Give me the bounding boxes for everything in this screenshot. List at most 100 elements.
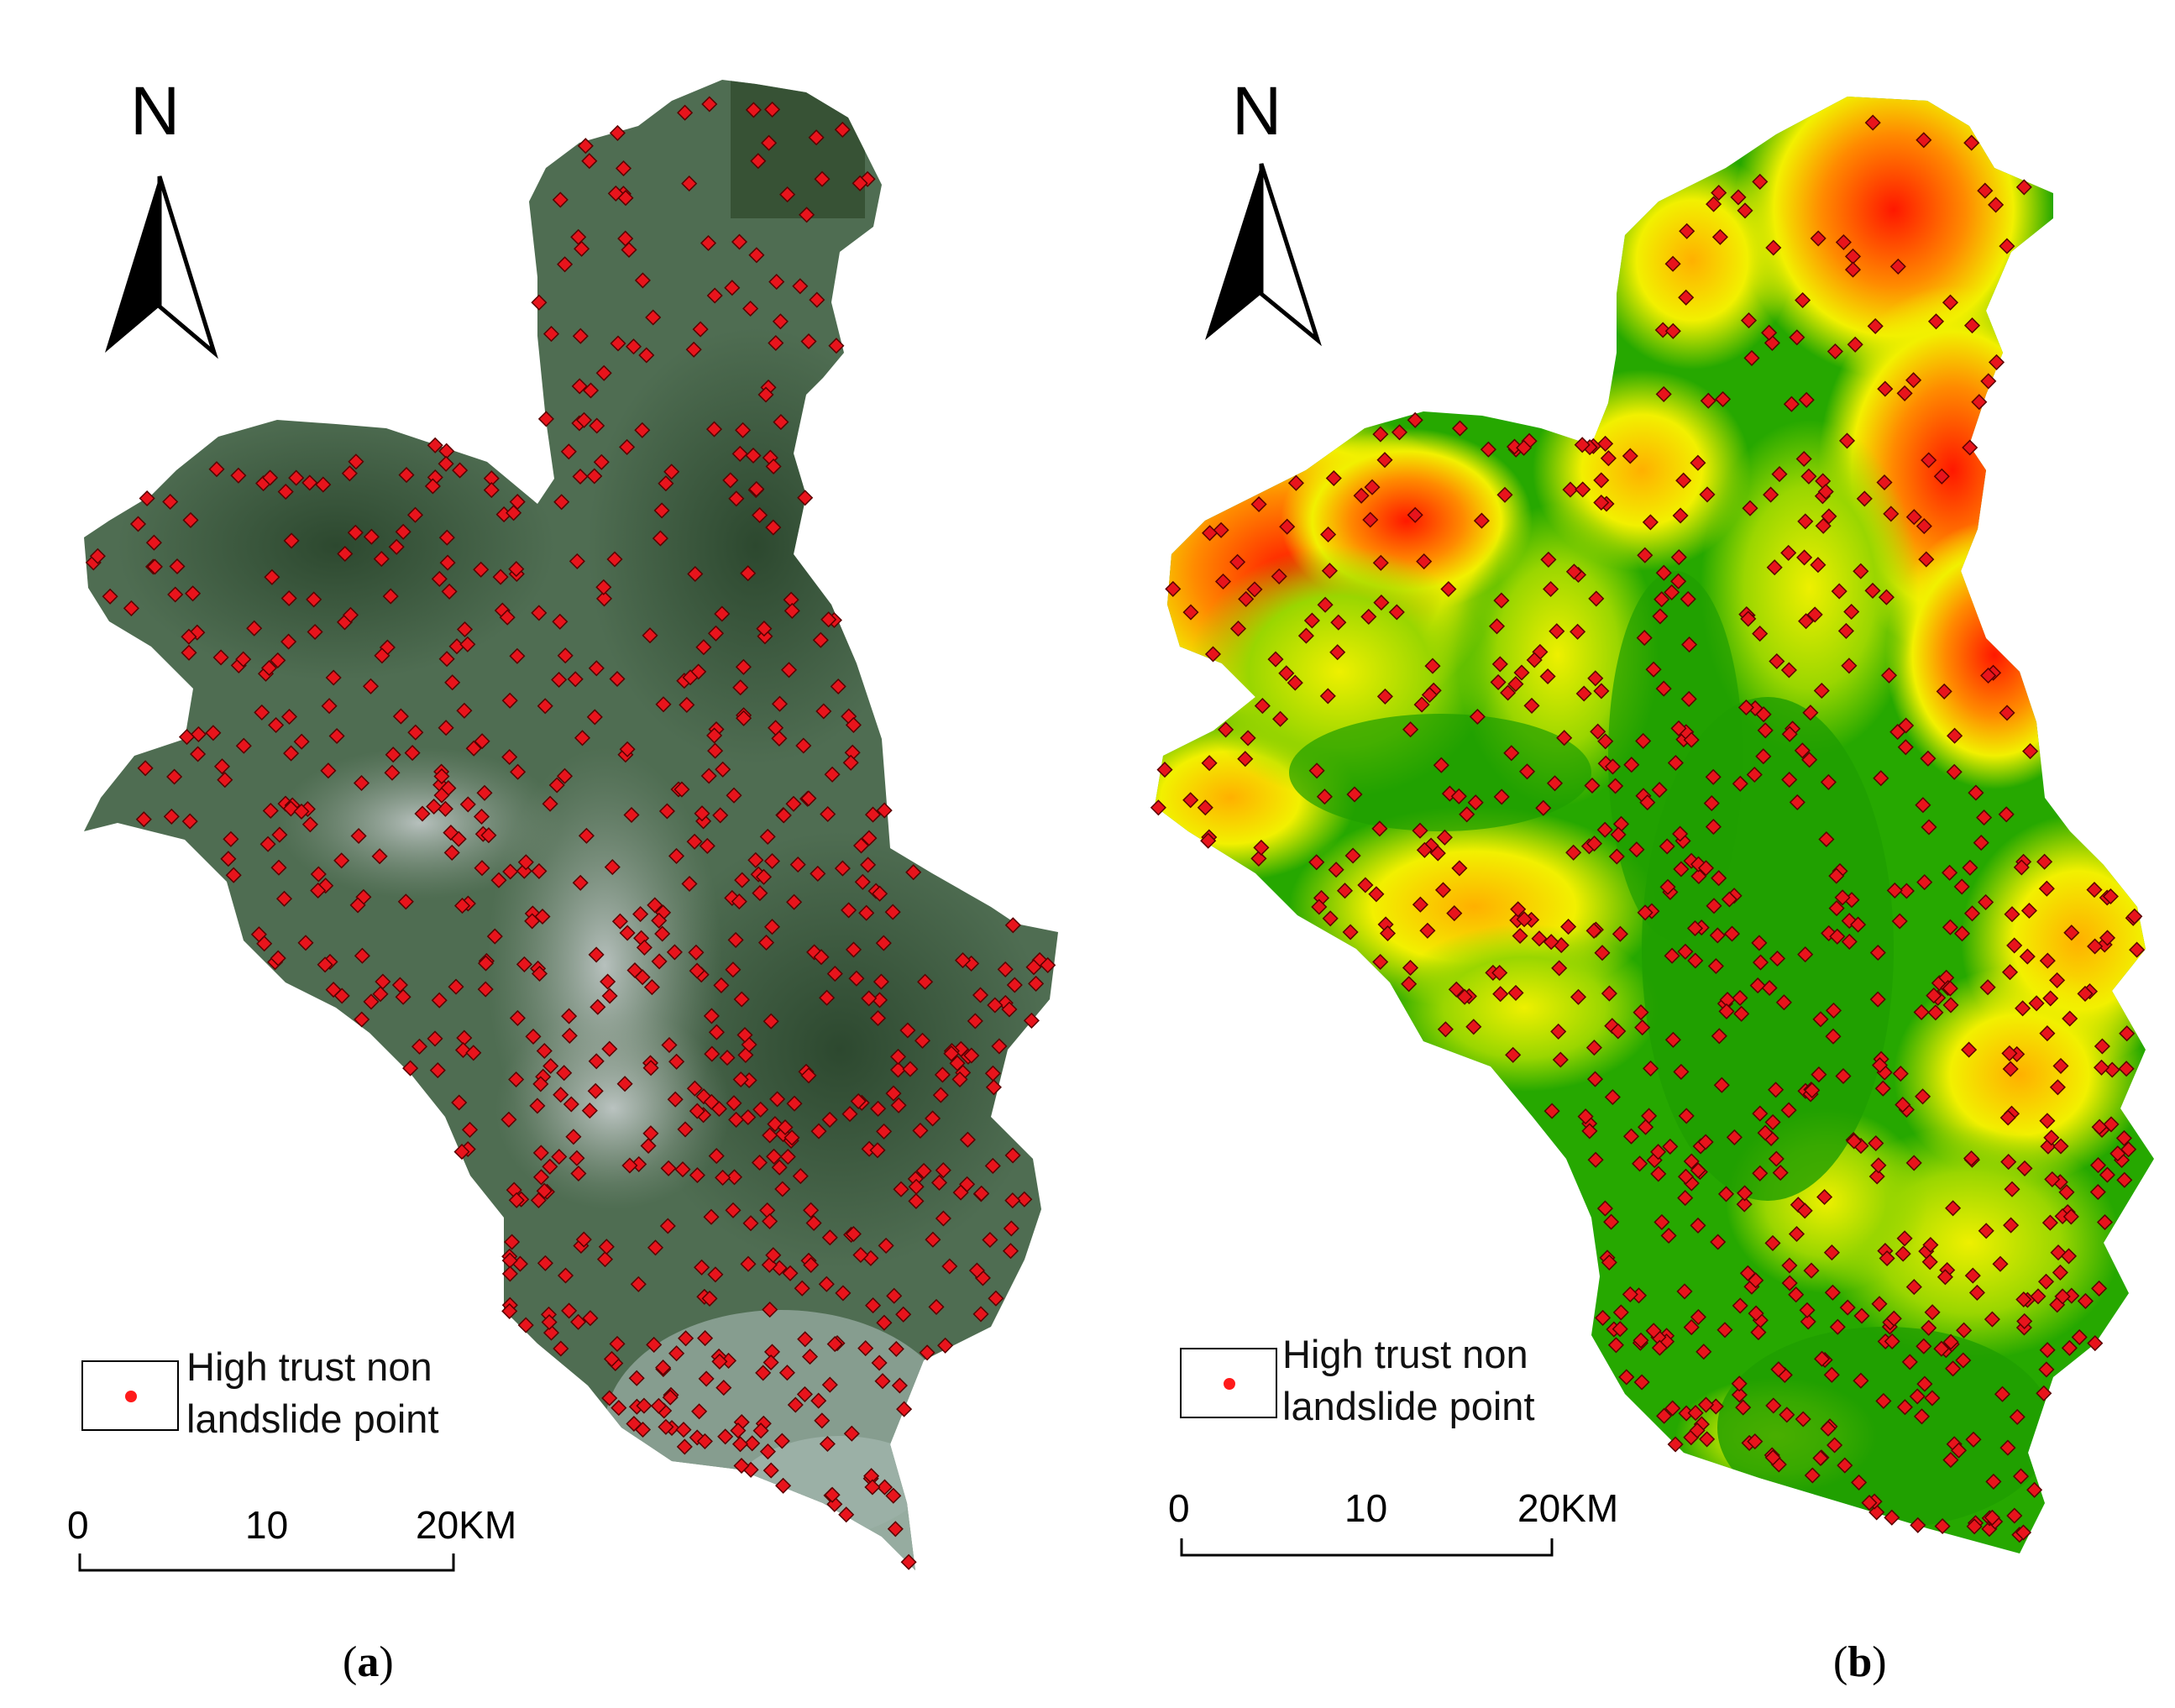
non-landslide-point xyxy=(1810,230,1826,247)
non-landslide-point xyxy=(426,798,443,815)
non-landslide-point xyxy=(1889,258,1906,275)
non-landslide-point xyxy=(1874,1080,1891,1097)
non-landslide-point xyxy=(668,847,685,864)
non-landslide-point xyxy=(1523,697,1540,714)
non-landslide-point xyxy=(1678,1405,1695,1422)
non-landslide-point xyxy=(735,658,752,675)
non-landslide-point xyxy=(217,772,233,789)
non-landslide-point xyxy=(1770,1361,1787,1378)
non-landslide-point xyxy=(1716,1322,1733,1339)
non-landslide-point xyxy=(450,830,467,847)
non-landslide-point xyxy=(1789,794,1806,810)
non-landslide-point xyxy=(820,805,836,823)
non-landslide-point xyxy=(1752,954,1769,971)
non-landslide-point xyxy=(1710,1234,1727,1250)
non-landslide-point xyxy=(1884,1333,1900,1349)
non-landslide-point xyxy=(310,866,327,883)
non-landslide-point xyxy=(700,234,717,252)
non-landslide-point xyxy=(885,1085,902,1102)
non-landslide-point xyxy=(755,868,773,885)
non-landslide-point xyxy=(1829,928,1846,945)
non-landslide-point xyxy=(2036,1385,2052,1402)
non-landslide-point xyxy=(1311,899,1328,915)
non-landslide-point xyxy=(768,720,784,736)
non-landslide-point xyxy=(626,961,643,979)
non-landslide-point xyxy=(385,747,401,763)
non-landslide-point xyxy=(1607,778,1624,794)
non-landslide-point xyxy=(1507,984,1524,1001)
non-landslide-point xyxy=(213,758,231,775)
non-landslide-point xyxy=(1622,1286,1638,1302)
non-landslide-point xyxy=(474,733,490,750)
non-landslide-point xyxy=(707,1266,724,1283)
non-landslide-point xyxy=(1678,289,1695,306)
non-landslide-point xyxy=(414,805,431,822)
non-landslide-point xyxy=(1633,1374,1650,1391)
non-landslide-point xyxy=(1023,1012,1040,1029)
non-landslide-point xyxy=(1202,525,1219,542)
non-landslide-point xyxy=(1150,799,1166,816)
non-landslide-point xyxy=(1597,733,1614,750)
non-landslide-point xyxy=(687,565,704,583)
non-landslide-point xyxy=(1412,822,1428,839)
non-landslide-point xyxy=(1003,1220,1019,1237)
non-landslide-point xyxy=(786,893,803,910)
non-landslide-point xyxy=(1664,584,1680,600)
non-landslide-point xyxy=(655,1360,672,1376)
non-landslide-point xyxy=(1768,1082,1785,1098)
non-landslide-point xyxy=(987,997,1004,1014)
non-landslide-point xyxy=(759,1443,776,1460)
non-landslide-point xyxy=(1662,1138,1679,1155)
non-landslide-point xyxy=(1853,1372,1869,1389)
non-landslide-point xyxy=(803,1202,820,1218)
non-landslide-point xyxy=(773,1433,790,1449)
non-landslide-point xyxy=(1800,1313,1816,1330)
non-landslide-point xyxy=(861,830,878,846)
non-landslide-point xyxy=(374,647,390,664)
non-landslide-point xyxy=(930,1174,948,1191)
non-landslide-point xyxy=(1513,664,1530,681)
non-landslide-point xyxy=(499,609,516,626)
non-landslide-point xyxy=(1575,685,1592,702)
non-landslide-point xyxy=(1889,724,1906,741)
non-landslide-point xyxy=(1308,762,1325,779)
non-landslide-point xyxy=(748,247,765,264)
non-landslide-point xyxy=(438,651,455,668)
non-landslide-point xyxy=(542,1057,559,1075)
non-landslide-point xyxy=(1407,506,1423,523)
non-landslide-point xyxy=(2071,1328,2088,1345)
non-landslide-point xyxy=(321,698,338,715)
non-landslide-point xyxy=(843,1425,860,1442)
non-landslide-point xyxy=(509,494,526,511)
non-landslide-point xyxy=(1764,1449,1781,1466)
non-landslide-point xyxy=(461,1121,479,1138)
non-landslide-point xyxy=(1238,590,1255,607)
non-landslide-point xyxy=(1645,1323,1662,1339)
non-landslide-point xyxy=(178,729,196,746)
north-arrow-left-half xyxy=(105,176,160,353)
non-landslide-point xyxy=(651,912,668,929)
non-landslide-point xyxy=(712,807,729,824)
non-landslide-point xyxy=(1781,726,1798,742)
non-landslide-point xyxy=(2049,1079,2066,1096)
non-landslide-point xyxy=(1896,385,1913,401)
non-landslide-point xyxy=(586,709,603,726)
non-landslide-point xyxy=(1877,380,1894,397)
non-landslide-point xyxy=(1717,1186,1735,1202)
non-landslide-point xyxy=(2109,1145,2126,1162)
non-landslide-point xyxy=(1885,1310,1902,1327)
non-landslide-point xyxy=(1391,424,1408,441)
non-landslide-point xyxy=(674,1161,691,1178)
non-landslide-point xyxy=(1730,189,1747,206)
non-landslide-point xyxy=(722,472,739,489)
non-landslide-point xyxy=(537,1255,553,1271)
non-landslide-point xyxy=(517,1317,534,1333)
non-landslide-point xyxy=(1652,608,1669,625)
non-landslide-point xyxy=(1607,1337,1624,1354)
non-landslide-point xyxy=(325,669,342,686)
non-landslide-point xyxy=(1690,1162,1706,1179)
non-landslide-point xyxy=(1879,1250,1895,1267)
non-landslide-point xyxy=(858,904,875,921)
non-landslide-point xyxy=(1413,696,1430,713)
non-landslide-point xyxy=(375,973,391,990)
